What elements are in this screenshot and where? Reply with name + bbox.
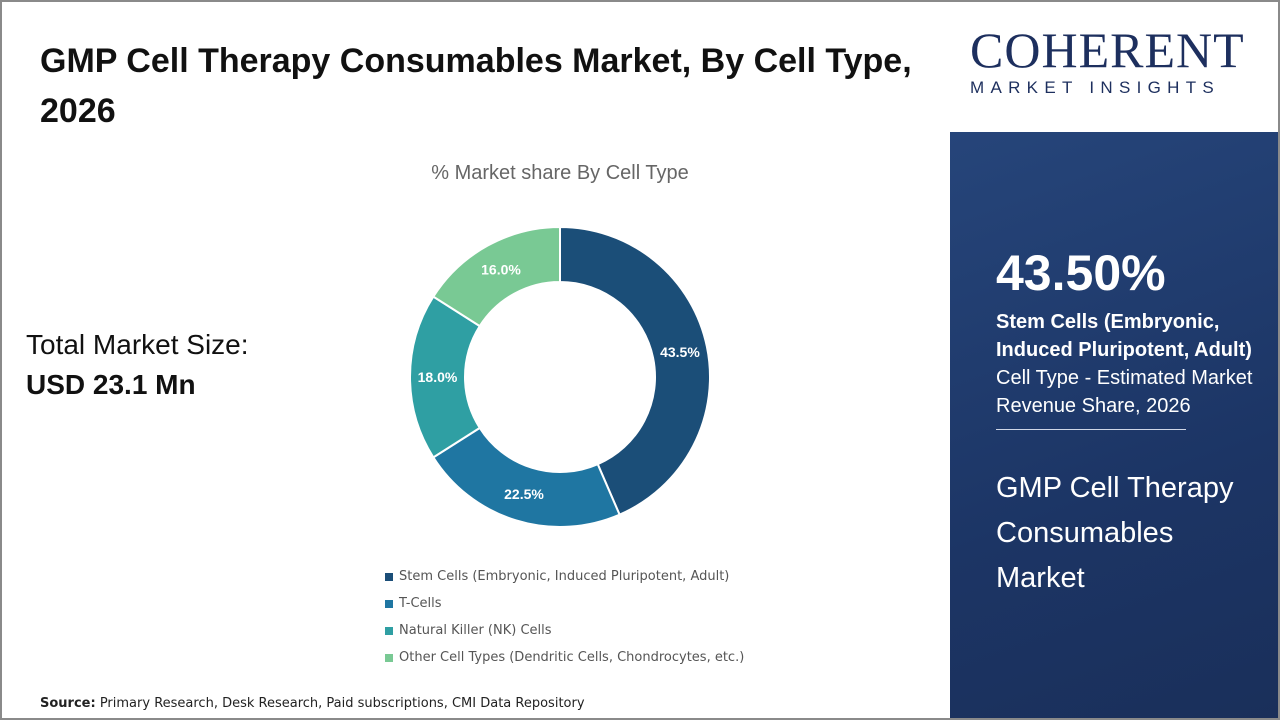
legend-item: Stem Cells (Embryonic, Induced Pluripote… <box>385 568 744 595</box>
highlight-panel: 43.50% Stem Cells (Embryonic, Induced Pl… <box>950 132 1280 720</box>
legend-swatch <box>385 654 393 662</box>
legend-item: Other Cell Types (Dendritic Cells, Chond… <box>385 649 744 676</box>
donut-slice <box>559 225 711 516</box>
highlight-description: Stem Cells (Embryonic, Induced Pluripote… <box>996 308 1256 420</box>
market-name: GMP Cell Therapy Consumables Market <box>996 472 1234 594</box>
chart-legend: Stem Cells (Embryonic, Induced Pluripote… <box>385 568 744 676</box>
source-note: Source: Primary Research, Desk Research,… <box>40 695 585 713</box>
right-panel: COHERENT MARKET INSIGHTS 43.50% Stem Cel… <box>950 0 1280 720</box>
total-market-size: Total Market Size: USD 23.1 Mn <box>26 325 249 405</box>
chart-title: % Market share By Cell Type <box>431 162 689 184</box>
data-label: 43.5% <box>660 344 700 360</box>
highlight-segment: Stem Cells (Embryonic, Induced Pluripote… <box>996 311 1252 361</box>
logo-tagline: MARKET INSIGHTS <box>970 78 1221 97</box>
source-label: Source: <box>40 696 96 711</box>
source-text: Primary Research, Desk Research, Paid su… <box>95 696 585 711</box>
legend-swatch <box>385 600 393 608</box>
donut-chart: 43.5% 22.5% 18.0% 16.0% <box>409 225 711 528</box>
data-label: 18.0% <box>418 369 458 385</box>
legend-label: T-Cells <box>399 596 442 611</box>
data-label: 16.0% <box>481 262 521 278</box>
highlight-rest: Cell Type - Estimated Market Revenue Sha… <box>996 367 1253 417</box>
legend-swatch <box>385 573 393 581</box>
total-market-label: Total Market Size: <box>26 329 249 360</box>
data-label: 22.5% <box>504 486 544 502</box>
logo: COHERENT MARKET INSIGHTS <box>950 0 1280 132</box>
donut-slice <box>431 426 621 528</box>
total-market-value: USD 23.1 Mn <box>26 369 196 400</box>
donut-slice <box>431 225 561 328</box>
legend-label: Other Cell Types (Dendritic Cells, Chond… <box>399 650 745 665</box>
page-title: GMP Cell Therapy Consumables Market, By … <box>40 42 912 130</box>
legend-item: Natural Killer (NK) Cells <box>385 622 744 649</box>
legend-swatch <box>385 627 393 635</box>
divider <box>996 429 1186 430</box>
legend-label: Stem Cells (Embryonic, Induced Pluripote… <box>399 569 730 584</box>
legend-label: Natural Killer (NK) Cells <box>399 623 552 638</box>
logo-wordmark: COHERENT <box>970 22 1245 78</box>
legend-item: T-Cells <box>385 595 744 622</box>
highlight-percent: 43.50% <box>996 245 1166 301</box>
